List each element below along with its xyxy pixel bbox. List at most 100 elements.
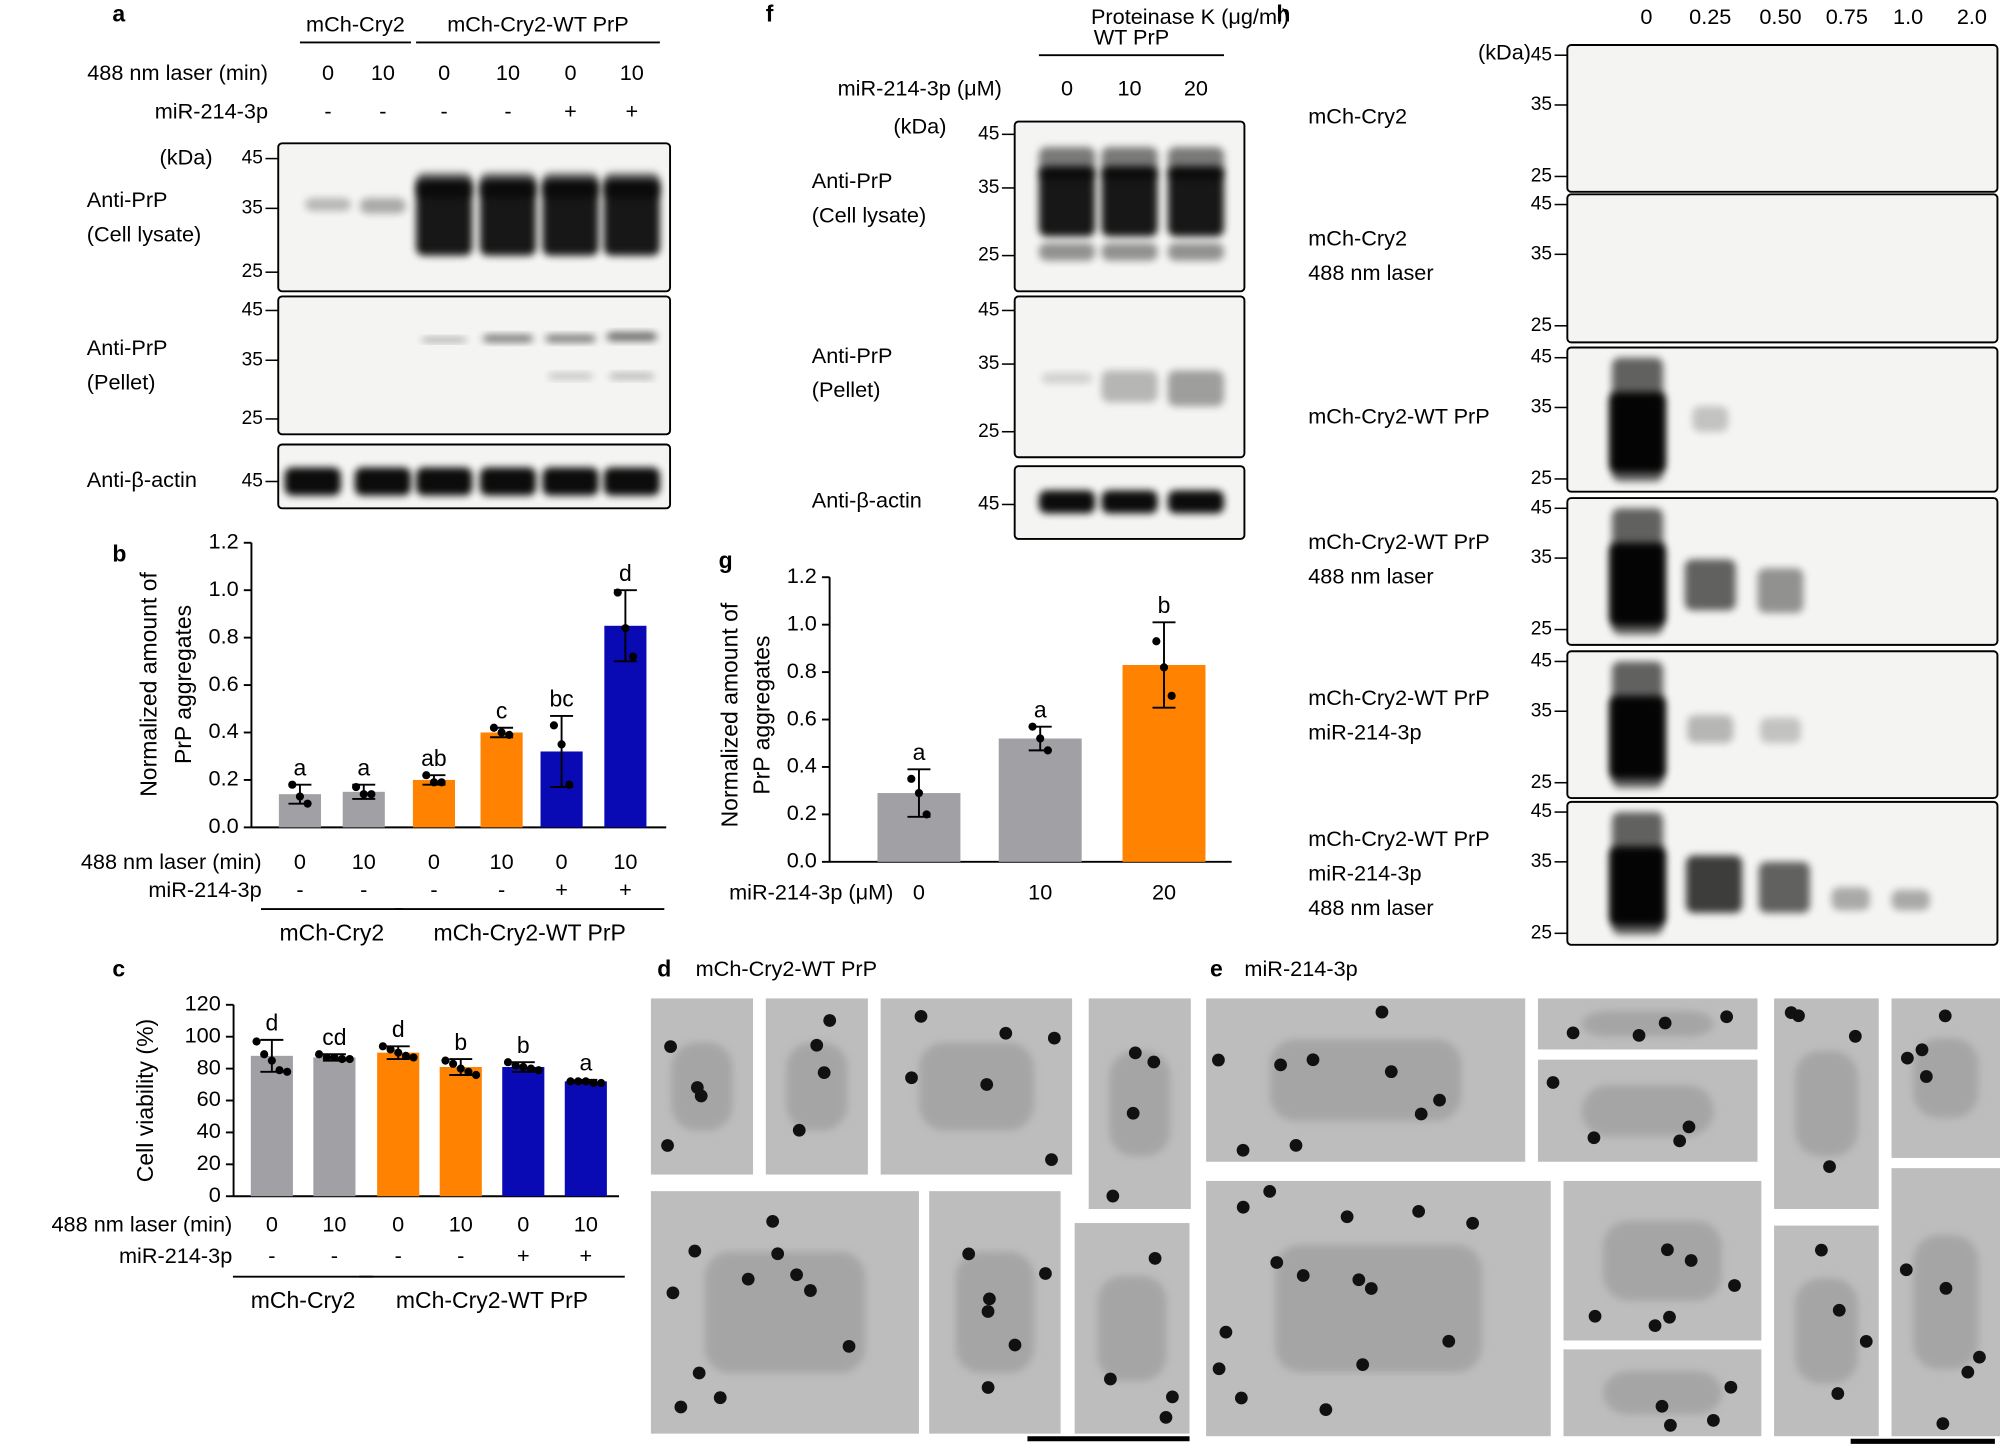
significance-letter: a — [357, 754, 370, 780]
data-point — [295, 792, 305, 801]
unit-label: (kDa) — [160, 144, 213, 169]
band — [603, 467, 660, 496]
kda-marker: 35 — [1531, 700, 1552, 721]
blot — [1566, 193, 1999, 344]
data-point — [534, 1066, 543, 1075]
gold-particle — [1859, 1334, 1873, 1348]
band — [1609, 392, 1666, 473]
y-tick-label: 0.6 — [209, 671, 239, 696]
kda-marker: 45 — [1531, 194, 1552, 215]
gold-particle — [1356, 1358, 1370, 1372]
blot-label: Anti-PrP — [812, 343, 893, 368]
gold-particle — [664, 1040, 677, 1053]
panel-letter: d — [657, 955, 671, 981]
lane-label: 0.50 — [1759, 4, 1801, 29]
band — [305, 198, 351, 211]
data-point — [429, 778, 439, 787]
blot-label: Anti-β-actin — [812, 488, 922, 513]
band — [1692, 406, 1729, 432]
data-point — [1036, 734, 1045, 743]
data-point — [352, 782, 361, 792]
y-tick-label: 1.2 — [209, 528, 239, 553]
panel-letter: h — [1276, 1, 1290, 27]
x-row-label: miR-214-3p — [119, 1243, 232, 1268]
x-tick-label: 10 — [352, 849, 376, 874]
gold-particle — [1707, 1413, 1720, 1427]
bar — [564, 1081, 607, 1197]
band — [1758, 861, 1810, 913]
data-point — [565, 780, 574, 789]
x-row-label: miR-214-3p — [148, 877, 261, 902]
kda-marker: 35 — [1531, 243, 1552, 264]
band — [416, 172, 473, 199]
gold-particle — [1375, 1005, 1389, 1019]
data-point — [1043, 746, 1052, 755]
blot-label: Anti-PrP — [87, 335, 168, 360]
gold-particle — [766, 1214, 780, 1228]
group-label: mCh-Cry2-WT PrP — [447, 12, 629, 37]
significance-letter: d — [392, 1016, 405, 1042]
blot-label: miR-214-3p — [1308, 860, 1421, 885]
lane-label: + — [564, 98, 577, 123]
gold-particle — [1147, 1055, 1161, 1069]
y-tick-label: 1.0 — [209, 576, 239, 601]
kda-marker: 45 — [242, 471, 263, 492]
data-point — [628, 652, 638, 661]
gold-particle — [804, 1284, 817, 1297]
band — [1101, 166, 1158, 237]
bar — [250, 1055, 293, 1197]
lane-label: - — [379, 98, 386, 123]
data-point — [260, 1050, 269, 1059]
x-tick-label: 20 — [1152, 879, 1176, 904]
gold-particle — [810, 1038, 824, 1052]
x-axis-label: miR-214-3p (μM) — [729, 879, 893, 904]
band — [416, 467, 473, 496]
gold-particle — [1126, 1106, 1140, 1120]
data-point — [275, 1066, 284, 1075]
blot-label: Anti-PrP — [87, 187, 168, 212]
x-tick-label: 0 — [294, 849, 306, 874]
gold-particle — [1212, 1053, 1225, 1067]
kda-marker: 35 — [242, 197, 263, 218]
em-texture — [1275, 1244, 1482, 1373]
x-tick-label: 10 — [490, 849, 514, 874]
data-point — [464, 1067, 473, 1076]
gold-particle — [1664, 1418, 1677, 1432]
blot-label: (Pellet) — [87, 370, 156, 395]
data-point — [503, 1058, 513, 1067]
x-row-value: - — [268, 1243, 275, 1268]
band — [421, 337, 468, 343]
gold-particle — [1658, 1016, 1672, 1030]
panel-title: miR-214-3p — [1244, 956, 1357, 981]
data-point — [283, 1067, 292, 1076]
gold-particle — [1270, 1256, 1284, 1269]
gold-particle — [1047, 1031, 1061, 1045]
y-axis-label: Normalized amount of — [716, 602, 742, 827]
kda-marker: 45 — [978, 300, 999, 321]
data-point — [252, 1037, 261, 1046]
x-tick-label: 10 — [1028, 879, 1052, 904]
kda-marker: 45 — [1531, 497, 1552, 518]
gold-particle — [1466, 1216, 1480, 1230]
gold-particle — [999, 1026, 1013, 1040]
gold-particle — [1039, 1267, 1052, 1280]
significance-letter: b — [517, 1032, 530, 1058]
data-point — [456, 1064, 465, 1073]
data-point — [597, 1078, 606, 1088]
y-tick-label: 100 — [185, 1022, 221, 1047]
gold-particle — [914, 1010, 928, 1023]
kda-marker: 35 — [1531, 397, 1552, 418]
significance-letter: cd — [322, 1024, 346, 1050]
gold-particle — [1289, 1138, 1303, 1152]
gold-particle — [1728, 1279, 1741, 1292]
gold-particle — [1128, 1046, 1142, 1060]
data-point — [401, 1051, 410, 1060]
gold-particle — [792, 1123, 806, 1137]
bar — [439, 1067, 482, 1197]
blot-label: 488 nm laser — [1308, 260, 1433, 285]
significance-letter: d — [265, 1010, 278, 1036]
y-tick-label: 0.0 — [787, 848, 817, 873]
gold-particle — [1661, 1243, 1674, 1257]
band — [1891, 889, 1930, 911]
